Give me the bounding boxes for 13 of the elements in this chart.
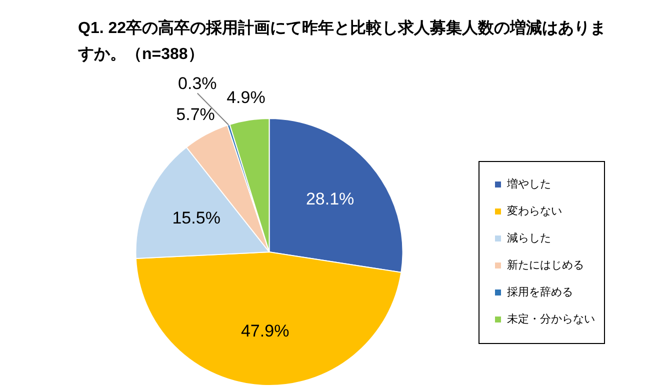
legend-label: 減らした: [507, 232, 551, 245]
data-label: 0.3%: [178, 74, 217, 93]
data-label: 15.5%: [172, 208, 220, 228]
legend-label: 新たにはじめる: [507, 258, 584, 272]
legend-label: 未定・分からない: [507, 312, 595, 326]
data-label: 28.1%: [306, 190, 354, 209]
chart-title: Q1. 22卒の高卒の採用計画にて昨年と比較し求人募集人数の増減はありますか。（n=388）: [78, 18, 608, 65]
data-label: 5.7%: [176, 104, 215, 124]
data-label: 47.9%: [240, 322, 290, 341]
legend-label: 採用を辞める: [507, 286, 573, 299]
data-label: 4.9%: [226, 88, 266, 107]
legend-label: 増やした: [506, 178, 551, 191]
legend-label: 変わらない: [507, 204, 562, 218]
